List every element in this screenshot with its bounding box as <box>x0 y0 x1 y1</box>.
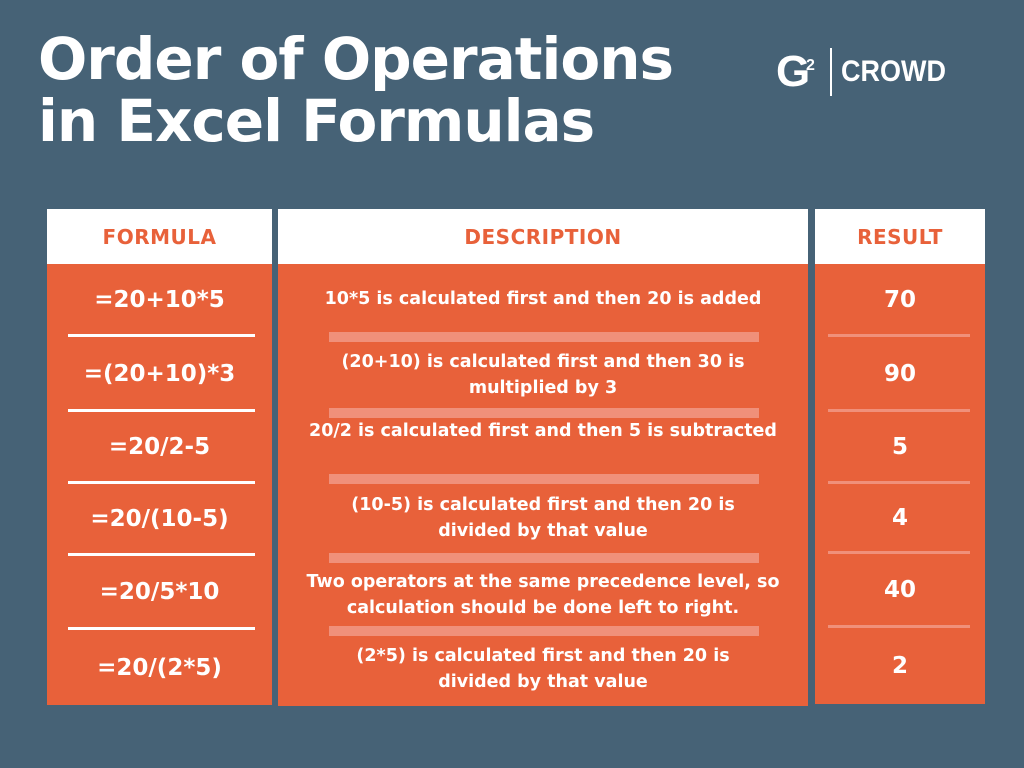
result-cell: 90 <box>883 360 916 387</box>
row-divider <box>329 474 759 484</box>
result-cell: 4 <box>891 505 908 531</box>
formula-cell: =(20+10)*3 <box>83 360 236 387</box>
description-cell: (10-5) is calculated first and then 20 i… <box>351 495 735 541</box>
description-cell: Two operators at the same precedence lev… <box>306 572 780 618</box>
result-cell: 70 <box>883 287 916 313</box>
row-divider <box>68 481 255 484</box>
row-divider <box>828 409 970 412</box>
row-divider <box>68 334 255 337</box>
description-header: DESCRIPTION <box>278 209 808 264</box>
row-divider <box>68 627 255 630</box>
description-cell: 10*5 is calculated first and then 20 is … <box>324 289 762 309</box>
description-cell: (20+10) is calculated first and then 30 … <box>341 352 745 398</box>
result-header: RESULT <box>815 209 985 264</box>
description-cell: 20/2 is calculated first and then 5 is s… <box>309 421 777 441</box>
logo-separator <box>830 48 833 96</box>
logo-g: G <box>776 47 811 96</box>
result-column: RESULT 70 90 5 4 40 2 <box>815 209 985 704</box>
description-column: DESCRIPTION 10*5 is calculated first and… <box>278 209 808 706</box>
description-cell: (2*5) is calculated first and then 20 is… <box>356 646 730 692</box>
formula-column: FORMULA =20+10*5 =(20+10)*3 =20/2-5 =20/… <box>47 209 272 705</box>
formula-header: FORMULA <box>47 209 272 264</box>
row-divider <box>68 553 255 556</box>
formula-cell: =20/(10-5) <box>90 506 229 532</box>
row-divider <box>828 625 970 628</box>
result-cell: 5 <box>891 434 908 460</box>
title-line-2: in Excel Formulas <box>38 87 595 155</box>
page-title: Order of Operations in Excel Formulas <box>38 25 674 155</box>
formula-column-body: =20+10*5 =(20+10)*3 =20/2-5 =20/(10-5) =… <box>47 264 272 705</box>
row-divider <box>329 332 759 342</box>
row-divider <box>828 481 970 484</box>
result-cell: 2 <box>891 653 908 679</box>
row-divider <box>828 334 970 337</box>
row-divider <box>828 551 970 554</box>
result-cell: 40 <box>883 577 916 603</box>
row-divider <box>329 408 759 418</box>
title-line-1: Order of Operations <box>38 25 674 93</box>
row-divider <box>329 626 759 636</box>
row-divider <box>68 409 255 412</box>
formula-cell: =20/5*10 <box>99 579 220 605</box>
formula-cell: =20+10*5 <box>94 287 225 313</box>
result-column-body: 70 90 5 4 40 2 <box>815 264 985 704</box>
formula-cell: =20/2-5 <box>108 434 211 460</box>
formula-cell: =20/(2*5) <box>97 654 222 681</box>
description-column-body: 10*5 is calculated first and then 20 is … <box>278 264 808 706</box>
logo-wordmark: CROWD <box>841 55 947 88</box>
logo-superscript: 2 <box>806 57 815 74</box>
row-divider <box>329 553 759 563</box>
